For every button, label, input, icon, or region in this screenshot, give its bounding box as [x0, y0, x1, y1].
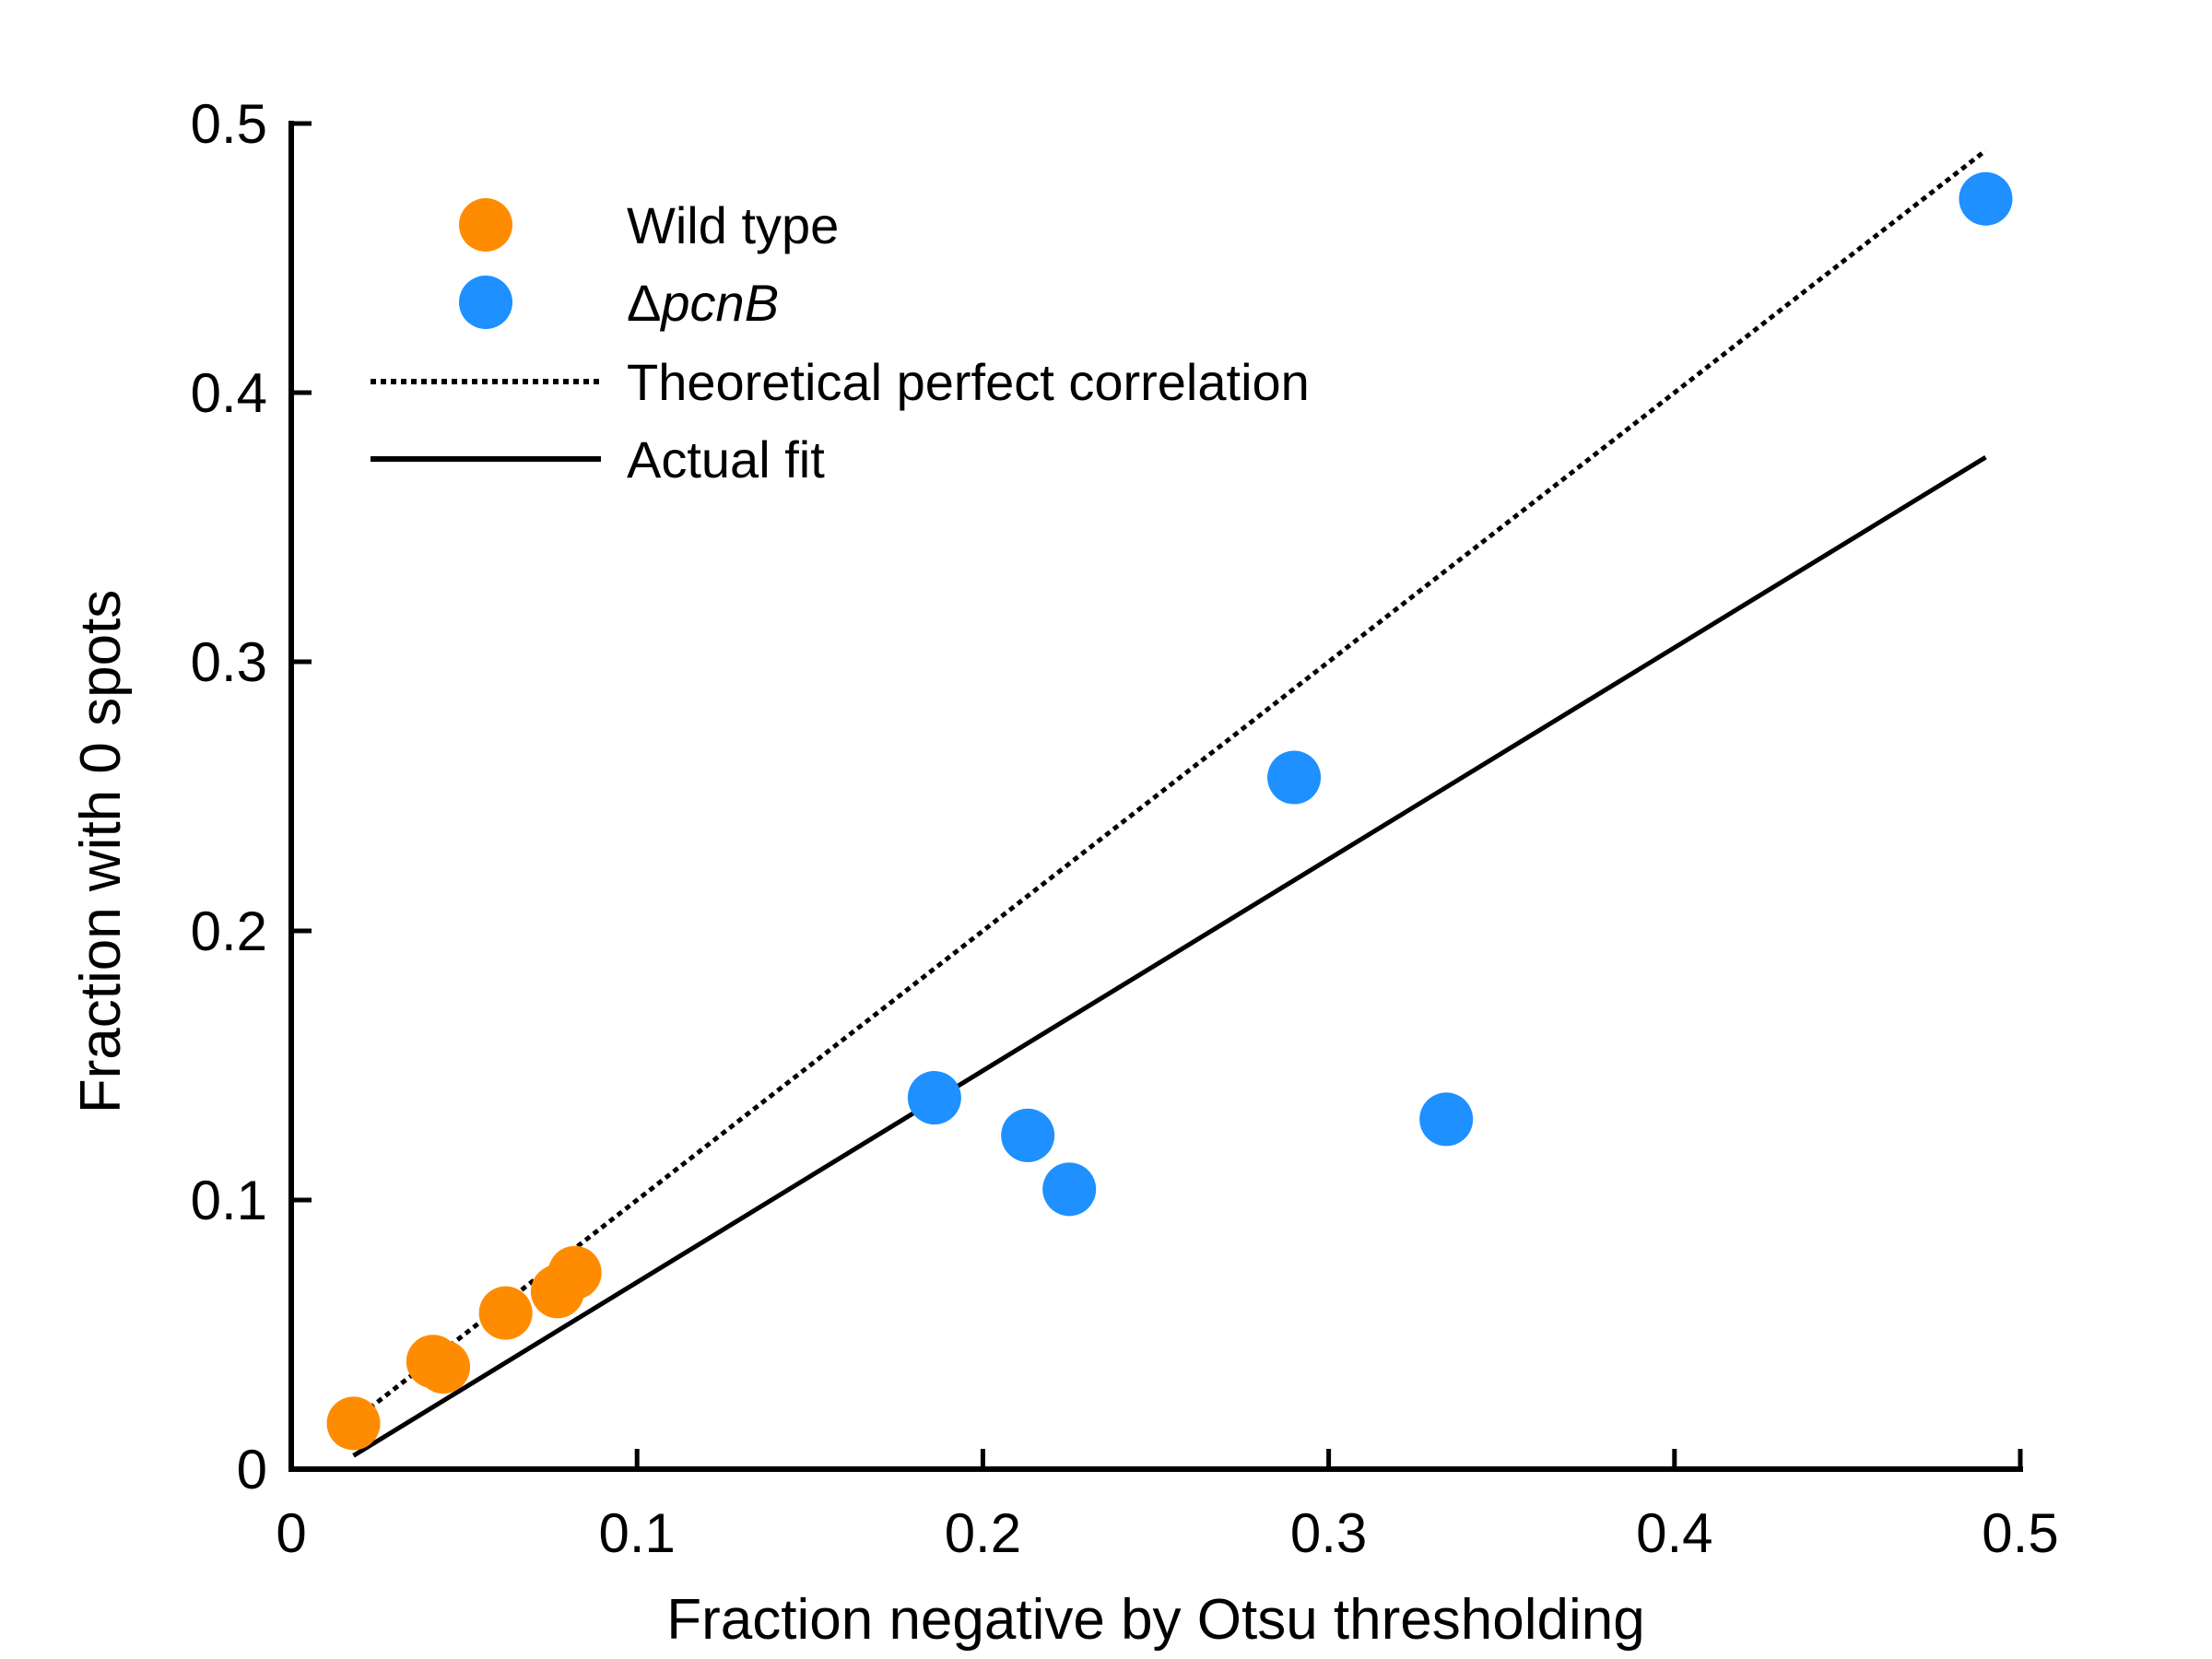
pcnb-point — [1419, 1092, 1474, 1147]
x-tick-label: 0.2 — [945, 1502, 1021, 1564]
y-tick-label: 0.3 — [191, 631, 267, 693]
legend-label: Wild type — [627, 196, 839, 254]
wild-type-point — [417, 1340, 471, 1394]
y-tick-label: 0.4 — [191, 362, 267, 424]
data-points — [326, 171, 2013, 1451]
x-tick-label: 0.4 — [1636, 1502, 1712, 1564]
axes — [288, 121, 2023, 1472]
y-tick-label: 0 — [237, 1439, 267, 1500]
fit-lines — [352, 148, 1988, 1458]
legend-label: Theoretical perfect correlation — [627, 353, 1310, 411]
y-tick-label: 0.1 — [191, 1170, 267, 1231]
legend-marker-wild-type — [459, 198, 512, 252]
perfect-correlation-line — [352, 148, 1988, 1423]
y-tick-label: 0.5 — [191, 93, 267, 155]
pcnb-point — [1267, 750, 1322, 805]
pcnb-point — [907, 1071, 961, 1125]
wild-type-point — [326, 1396, 381, 1451]
x-tick-label: 0.5 — [1982, 1502, 2058, 1564]
wild-type-point — [478, 1286, 533, 1340]
actual-fit-line — [352, 454, 1987, 1458]
wild-type-point — [547, 1245, 602, 1300]
legend: Wild type ΔpcnB Theoretical perfect correl… — [371, 196, 1310, 488]
y-tick-label: 0.2 — [191, 900, 267, 962]
y-axis-label: Fraction with 0 spots — [69, 590, 133, 1114]
legend-marker-pcnb — [459, 276, 512, 329]
x-axis-label: Fraction negative by Otsu thresholding — [666, 1588, 1644, 1652]
pcnb-point — [1959, 171, 2013, 226]
pcnb-point — [1042, 1162, 1097, 1217]
x-tick-label: 0.1 — [598, 1502, 675, 1564]
legend-label: Actual fit — [627, 430, 825, 488]
legend-label: ΔpcnB — [627, 274, 779, 332]
ticks: 0 0.1 0.2 0.3 0.4 0.5 0 0.1 0.2 0.3 0.4 0.5 — [191, 93, 2059, 1564]
x-tick-label: 0.3 — [1290, 1502, 1367, 1564]
x-tick-label: 0 — [276, 1502, 306, 1564]
pcnb-point — [1001, 1108, 1055, 1162]
